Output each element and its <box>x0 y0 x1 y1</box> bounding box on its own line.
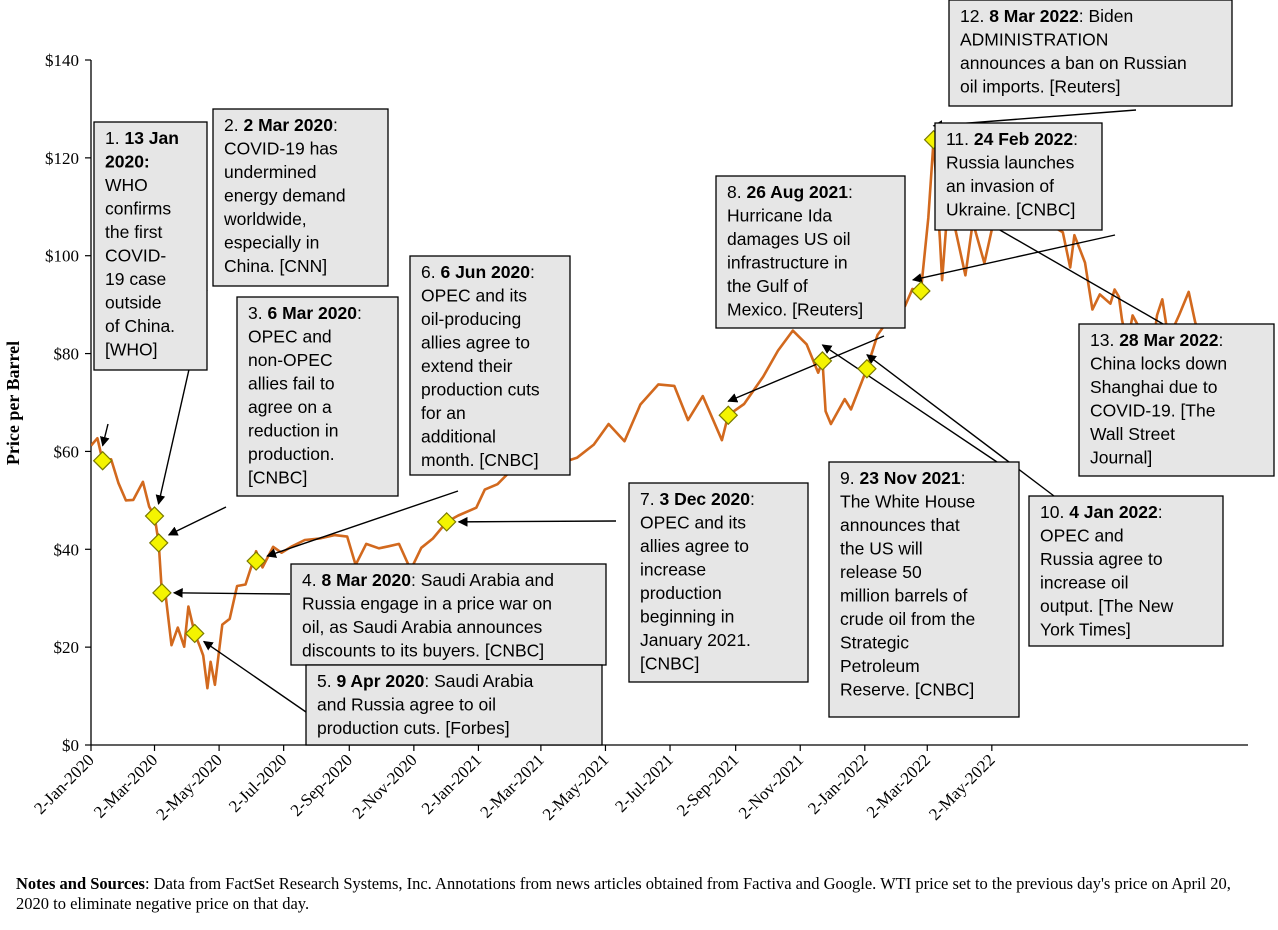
oil-price-chart: $0$20$40$60$80$100$120$140 2-Jan-20202-M… <box>3 0 1275 824</box>
y-tick-label: $80 <box>54 345 80 364</box>
annotation-background <box>290 563 607 666</box>
event-marker-10 <box>857 358 877 379</box>
y-tick-labels: $0 $20 $40 $60 $80 $100 $120 $140 <box>45 51 91 755</box>
notes-label: Notes and Sources <box>16 874 145 893</box>
annotation-arrow-3 <box>167 506 227 536</box>
x-tick-label: 2-Jul-2021 <box>611 750 677 816</box>
annotation-arrow-5 <box>202 640 307 713</box>
annotation-box-3: 3. 6 Mar 2020: OPEC and non-OPEC allies fai… <box>236 296 399 497</box>
annotation-box-9: 9. 23 Nov 2021: The White House announces … <box>828 461 1020 718</box>
annotation-background <box>212 108 389 287</box>
x-tick-label: 2-May-2020 <box>152 750 226 824</box>
annotation-box-8: 8. 26 Aug 2021: Hurricane Ida damages US o… <box>715 175 906 329</box>
notes-and-sources: Notes and Sources: Data from FactSet Res… <box>16 874 1236 914</box>
x-tick-label: 2-Jan-2020 <box>30 750 98 818</box>
annotation-arrow-1 <box>99 423 110 447</box>
x-tick-label: 2-Sep-2021 <box>673 750 743 820</box>
annotation-background <box>628 482 809 683</box>
y-tick-label: $120 <box>45 149 79 168</box>
annotation-background <box>305 664 603 746</box>
y-tick-label: $140 <box>45 51 79 70</box>
annotation-box-7: 7. 3 Dec 2020: OPEC and its allies agree t… <box>628 482 809 683</box>
annotation-box-4: 4. 8 Mar 2020: Saudi Arabia and Russia en… <box>290 563 607 666</box>
x-tick-label: 2-May-2022 <box>925 750 999 824</box>
x-tick-label: 2-May-2021 <box>539 750 613 824</box>
y-tick-label: $20 <box>54 638 80 657</box>
x-tick-label: 2-Jul-2020 <box>225 750 291 816</box>
event-marker-4 <box>152 582 172 603</box>
annotation-background <box>1078 323 1275 477</box>
annotation-text: 12. 8 Mar 2022: Biden ADMINISTRATION annou… <box>960 6 1187 97</box>
annotation-text: 4. 8 Mar 2020: Saudi Arabia and Russia en… <box>302 570 554 661</box>
annotation-text: 7. 3 Dec 2020: OPEC and its allies agree t… <box>640 489 755 674</box>
annotation-arrow-6 <box>266 490 459 558</box>
x-tick-label: 2-Nov-2020 <box>348 750 420 822</box>
x-tick-label: 2-Jan-2021 <box>418 750 486 818</box>
y-tick-label: $60 <box>54 442 80 461</box>
annotation-text: 5. 9 Apr 2020: Saudi Arabia and Russia ag… <box>317 671 534 738</box>
annotation-text: 9. 23 Nov 2021: The White House announces … <box>840 468 975 700</box>
annotation-text: 1. 13 Jan 2020: WHO confirms the first COVID-… <box>105 128 179 360</box>
event-annotations: 1. 13 Jan 2020: WHO confirms the first COVID-… <box>93 0 1275 746</box>
x-tick-label: 2-Mar-2022 <box>863 750 934 821</box>
price-series-line <box>91 138 1244 690</box>
annotation-box-10: 10. 4 Jan 2022: OPEC and Russia agree to in… <box>1028 495 1224 647</box>
annotation-background <box>715 175 906 329</box>
annotation-background <box>236 296 399 497</box>
event-marker-6 <box>246 551 266 571</box>
annotation-text: 8. 26 Aug 2021: Hurricane Ida damages US o… <box>727 182 863 320</box>
x-tick-label: 2-Mar-2021 <box>476 750 547 821</box>
x-tick-label: 2-Nov-2021 <box>735 750 807 822</box>
annotation-background <box>1028 495 1224 647</box>
annotation-arrow-10 <box>866 354 1055 497</box>
x-tick-label: 2-Jan-2022 <box>804 750 872 818</box>
annotation-arrow-8 <box>727 335 885 403</box>
x-tick-label: 2-Sep-2020 <box>287 750 357 820</box>
annotation-box-1: 1. 13 Jan 2020: WHO confirms the first COVID-… <box>93 121 208 371</box>
annotation-text: 13. 28 Mar 2022: China locks down Shanghai… <box>1090 330 1227 468</box>
annotation-text: 11. 24 Feb 2022: Russia launches an invasi… <box>946 129 1078 220</box>
annotation-text: 3. 6 Mar 2020: OPEC and non-OPEC allies fai… <box>248 303 362 488</box>
annotation-text: 2. 2 Mar 2020: COVID-19 has undermined ener… <box>223 115 346 276</box>
annotation-box-11: 11. 24 Feb 2022: Russia launches an invasi… <box>934 122 1103 231</box>
annotation-box-6: 6. 6 Jun 2020: OPEC and its oil-producing a… <box>409 255 571 476</box>
annotation-box-13: 13. 28 Mar 2022: China locks down Shanghai… <box>1078 323 1275 477</box>
notes-text: : Data from FactSet Research Systems, In… <box>16 874 1231 913</box>
annotation-box-2: 2. 2 Mar 2020: COVID-19 has undermined ener… <box>212 108 389 287</box>
y-tick-label: $0 <box>62 736 79 755</box>
annotation-box-5: 5. 9 Apr 2020: Saudi Arabia and Russia ag… <box>305 664 603 746</box>
event-marker-2 <box>144 506 165 526</box>
annotation-text: 10. 4 Jan 2022: OPEC and Russia agree to in… <box>1040 502 1174 640</box>
event-marker-7 <box>436 512 457 532</box>
annotation-arrow-9 <box>821 344 998 463</box>
annotation-background <box>948 0 1233 107</box>
event-marker-8 <box>718 405 739 426</box>
event-marker-11 <box>911 281 931 301</box>
event-marker-1 <box>92 450 113 471</box>
annotation-background <box>828 461 1020 718</box>
annotation-arrow-11 <box>911 234 1116 283</box>
annotation-arrow-7 <box>457 516 617 527</box>
x-tick-label: 2-Mar-2020 <box>90 750 161 821</box>
annotation-box-12: 12. 8 Mar 2022: Biden ADMINISTRATION annou… <box>948 0 1233 107</box>
event-marker-5 <box>184 623 205 644</box>
annotation-text: 6. 6 Jun 2020: OPEC and its oil-producing a… <box>421 262 540 470</box>
annotation-background <box>93 121 208 371</box>
annotation-arrow-4 <box>172 588 291 598</box>
annotation-background <box>409 255 571 476</box>
y-tick-label: $40 <box>54 540 80 559</box>
event-marker-9 <box>812 351 833 371</box>
y-tick-label: $100 <box>45 247 79 266</box>
event-marker-3 <box>148 533 169 553</box>
y-axis-label: Price per Barrel <box>3 341 23 465</box>
annotation-background <box>934 122 1103 231</box>
